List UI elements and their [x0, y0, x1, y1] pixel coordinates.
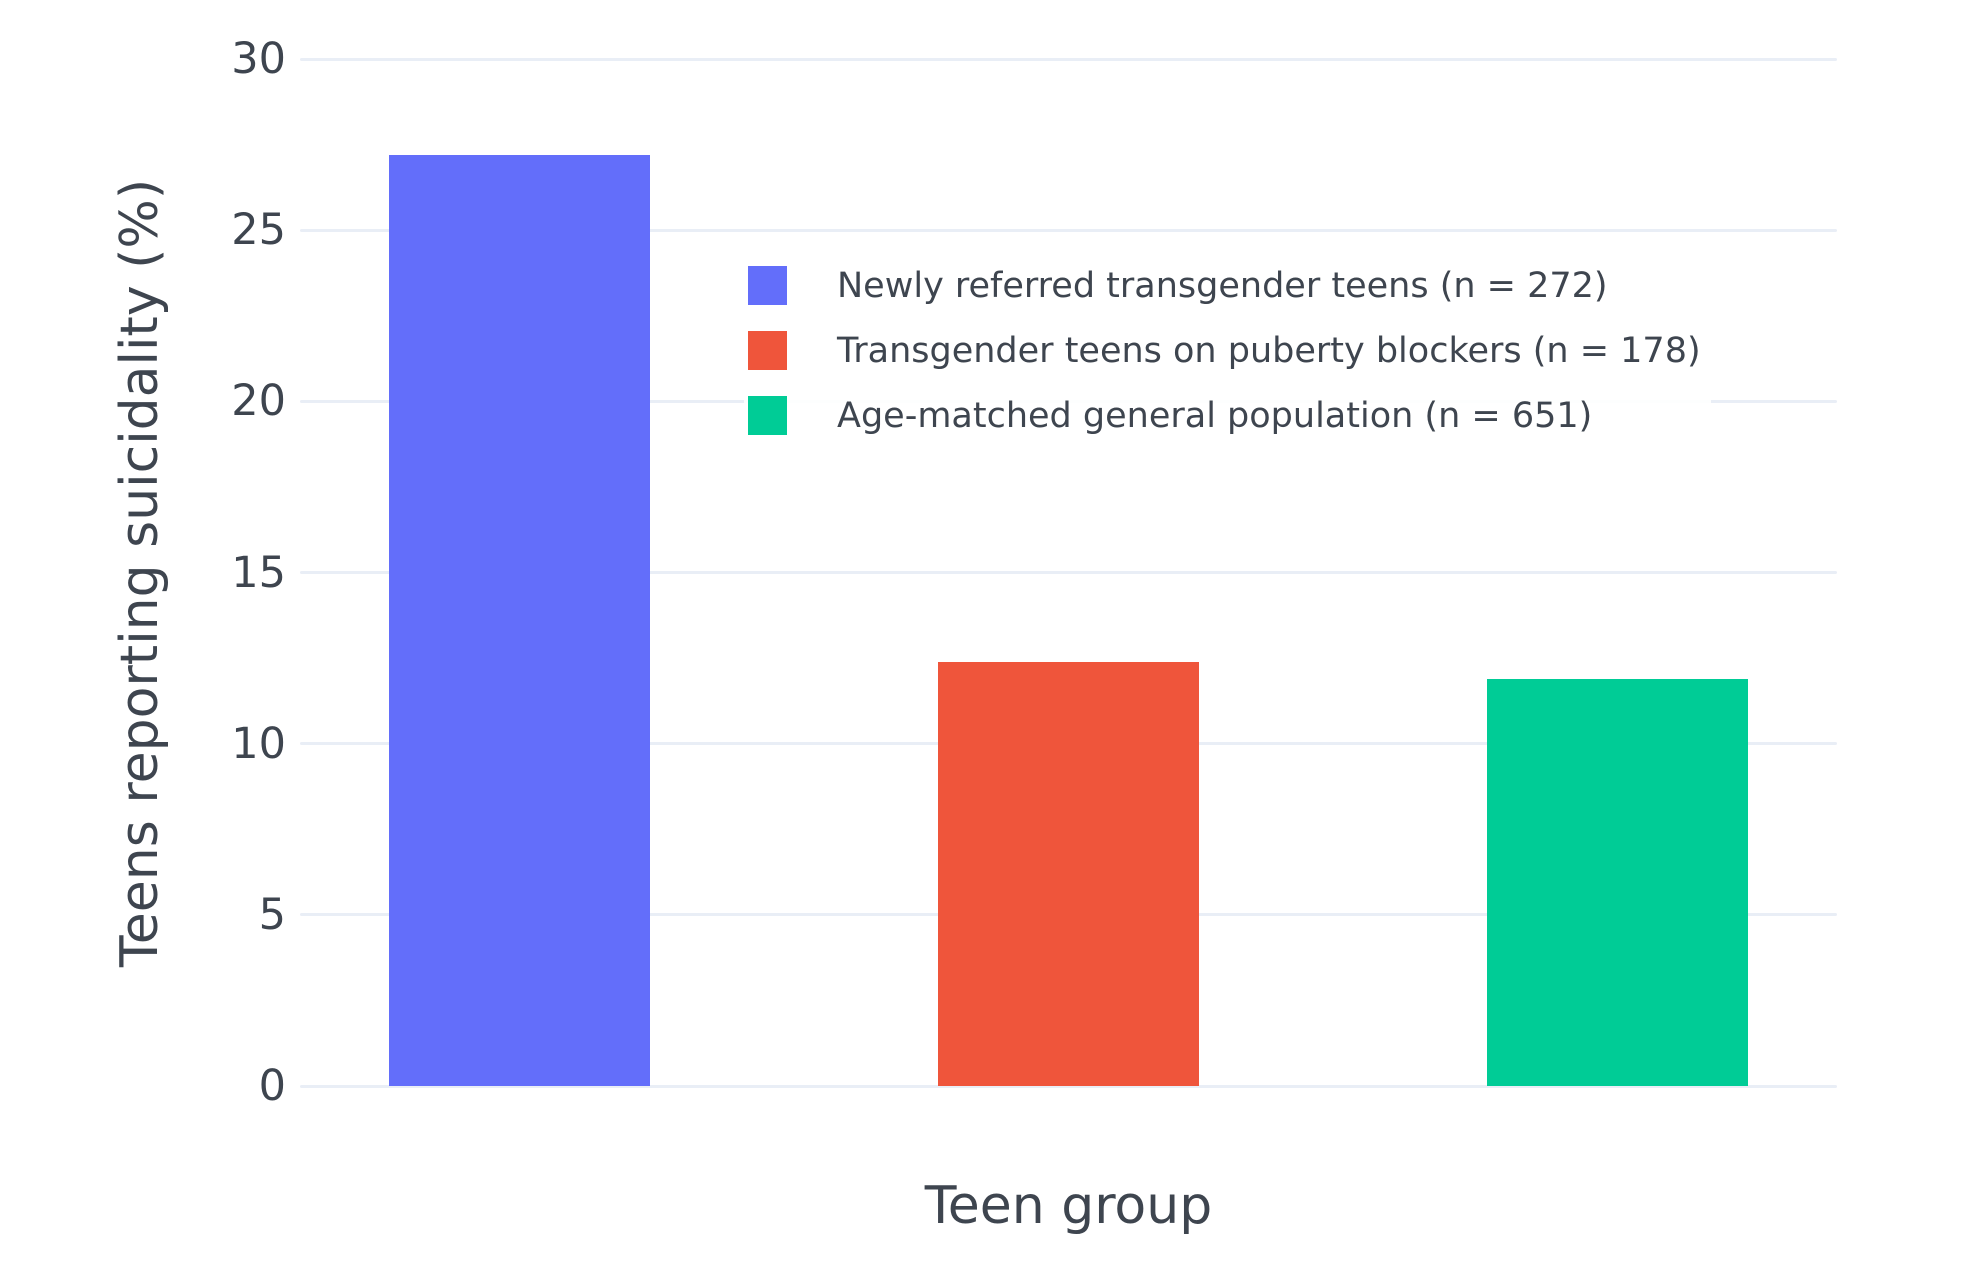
gridline-y-0 — [300, 1084, 1837, 1088]
y-tick-label-25: 25 — [231, 205, 286, 256]
y-tick-label-20: 20 — [231, 376, 286, 427]
legend-item-2: Transgender teens on puberty blockers (n… — [748, 330, 1701, 371]
legend-swatch-icon — [748, 396, 787, 435]
y-tick-label-15: 15 — [231, 547, 286, 598]
legend-label: Age-matched general population (n = 651) — [837, 395, 1593, 436]
legend-swatch-icon — [748, 331, 787, 370]
y-axis-title: Teens reporting suicidality (%) — [110, 178, 170, 967]
y-tick-label-10: 10 — [231, 718, 286, 769]
legend-item-3: Age-matched general population (n = 651) — [748, 395, 1701, 436]
y-tick-label-0: 0 — [258, 1061, 286, 1111]
legend-swatch-icon — [748, 266, 787, 305]
legend-item-1: Newly referred transgender teens (n = 27… — [748, 265, 1701, 306]
y-tick-label-5: 5 — [258, 889, 286, 940]
legend-label: Transgender teens on puberty blockers (n… — [837, 330, 1701, 371]
legend-label: Newly referred transgender teens (n = 27… — [837, 265, 1608, 306]
bar-2 — [938, 661, 1199, 1086]
y-tick-label-30: 30 — [231, 34, 286, 84]
gridline-y-25 — [300, 228, 1837, 232]
bar-1 — [389, 154, 651, 1086]
gridline-y-30 — [300, 57, 1837, 61]
bar-3 — [1486, 678, 1748, 1086]
gridline-y-15 — [300, 571, 1837, 574]
legend: Newly referred transgender teens (n = 27… — [744, 262, 1711, 439]
x-axis-title: Teen group — [924, 1176, 1213, 1236]
